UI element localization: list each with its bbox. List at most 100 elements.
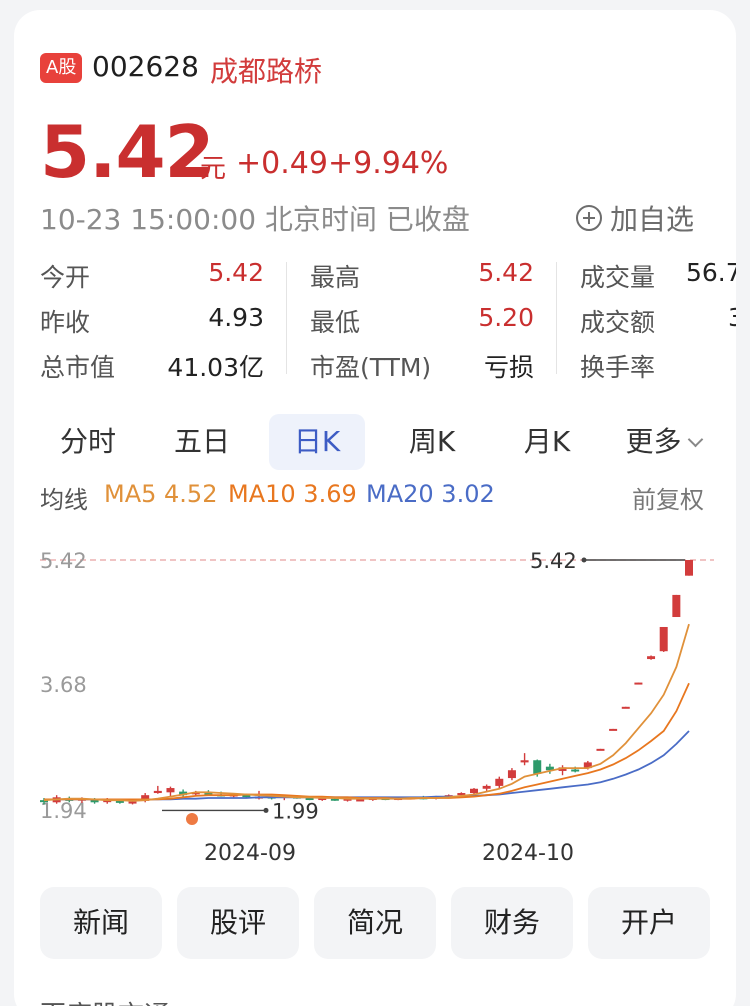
candle-body <box>330 798 339 801</box>
candle-body <box>634 682 643 685</box>
candle-body <box>495 778 504 786</box>
tab-daily-k[interactable]: 日K <box>269 414 365 470</box>
price-unit: 元 <box>200 154 227 184</box>
ma-label: 均线 <box>40 486 88 514</box>
volume-value: 56.7 <box>686 258 736 287</box>
candle-body <box>685 560 693 576</box>
low-value: 5.20 <box>478 303 534 332</box>
candle-body <box>457 793 466 796</box>
tab-more-label: 更多 <box>625 425 682 458</box>
y-axis-label: 1.94 <box>40 799 87 823</box>
candle-body <box>545 766 554 771</box>
candle-body <box>507 770 516 779</box>
quote-time: 10-23 15:00:00 北京时间 已收盘 <box>40 203 470 236</box>
price-change: +0.49 <box>236 146 328 181</box>
tab-intraday[interactable]: 分时 <box>59 425 116 458</box>
candle-body <box>482 785 491 789</box>
tab-monthly-k[interactable]: 月K <box>523 425 571 458</box>
candle-body <box>103 800 112 803</box>
ma5-line <box>43 623 690 802</box>
stock-card: A股 002628 成都路桥 5.42 元 +0.49 +9.94% 10-23… <box>14 10 736 1006</box>
candle-body <box>128 801 137 804</box>
current-price: 5.42 <box>40 110 215 194</box>
kline-chart[interactable]: 5.42 3.68 1.94 5.42 1.99 2024-09 2024-10 <box>14 530 736 870</box>
amount-value: 3 <box>728 303 736 332</box>
candle-body <box>533 760 542 774</box>
bottom-link[interactable]: 百度股市通 › <box>40 995 189 1006</box>
chevron-down-icon <box>687 431 703 448</box>
profile-button[interactable]: 简况 <box>314 887 436 959</box>
candle-body <box>609 728 618 731</box>
candle-body <box>90 799 99 803</box>
candle-body <box>659 626 668 652</box>
adjust-mode-toggle[interactable]: 前复权 <box>632 486 704 514</box>
candle-body <box>470 788 478 794</box>
add-watchlist-button[interactable]: 加自选 <box>576 198 694 238</box>
pe-value: 亏损 <box>483 353 534 382</box>
candle-body <box>356 799 365 802</box>
candle-body <box>305 798 314 801</box>
candle-body <box>647 656 656 660</box>
market-cap-label: 总市值 <box>40 353 116 382</box>
high-value: 5.42 <box>478 258 534 287</box>
prev-close-value: 4.93 <box>208 303 264 332</box>
candle-body <box>242 795 251 798</box>
candle-body <box>672 594 681 618</box>
candle-body <box>583 762 592 769</box>
open-value: 5.42 <box>208 258 264 287</box>
candle-body <box>153 790 162 794</box>
candle-body <box>204 793 213 796</box>
candle-body <box>318 798 327 801</box>
plus-circle-icon <box>576 205 602 231</box>
x-axis-label: 2024-10 <box>482 841 574 866</box>
prev-close-label: 昨收 <box>40 308 91 337</box>
candle-body <box>621 706 630 709</box>
candle-body <box>596 748 605 751</box>
tab-weekly-k[interactable]: 周K <box>408 425 456 458</box>
tab-five-day[interactable]: 五日 <box>173 425 230 458</box>
max-price-label: 5.42 <box>530 549 577 573</box>
candle-body <box>191 792 200 795</box>
ma10-line <box>44 682 690 801</box>
candle-body <box>343 798 352 801</box>
pe-label: 市盈(TTM) <box>310 353 432 382</box>
candle-body <box>520 760 529 763</box>
candle-body <box>141 795 150 801</box>
min-price-label: 1.99 <box>272 799 319 823</box>
min-price-dot <box>263 807 269 813</box>
candle-body <box>571 769 580 772</box>
market-cap-value: 41.03亿 <box>167 353 264 382</box>
volume-label: 成交量 <box>580 263 656 292</box>
amount-label: 成交额 <box>580 308 656 337</box>
column-divider <box>556 262 557 374</box>
financials-button[interactable]: 财务 <box>451 887 573 959</box>
market-badge: A股 <box>40 53 83 83</box>
open-label: 今开 <box>40 263 91 292</box>
column-divider <box>286 262 287 374</box>
comments-button[interactable]: 股评 <box>177 887 299 959</box>
low-label: 最低 <box>310 308 361 337</box>
candle-body <box>40 800 48 803</box>
ma20-line <box>44 730 690 801</box>
stock-name[interactable]: 成都路桥 <box>210 55 323 88</box>
y-axis-label: 3.68 <box>40 673 87 697</box>
x-axis-label: 2024-09 <box>204 841 296 866</box>
candle-body <box>558 767 567 771</box>
ma20-legend: MA20 3.02 <box>366 480 495 508</box>
add-watchlist-label: 加自选 <box>610 203 695 236</box>
ma5-legend: MA5 4.52 <box>104 480 218 508</box>
tab-more[interactable]: 更多 <box>608 414 718 470</box>
event-marker-dot <box>186 813 198 825</box>
max-price-dot <box>581 557 587 563</box>
y-axis-label: 5.42 <box>40 549 87 573</box>
candle-body <box>179 791 188 796</box>
ma10-legend: MA10 3.69 <box>228 480 357 508</box>
news-button[interactable]: 新闻 <box>40 887 162 959</box>
turnover-label: 换手率 <box>580 353 656 382</box>
price-change-percent: +9.94% <box>328 146 449 181</box>
high-label: 最高 <box>310 263 361 292</box>
open-account-button[interactable]: 开户 <box>588 887 710 959</box>
candle-body <box>115 800 124 803</box>
stock-code: 002628 <box>92 50 199 83</box>
candle-body <box>166 788 175 793</box>
